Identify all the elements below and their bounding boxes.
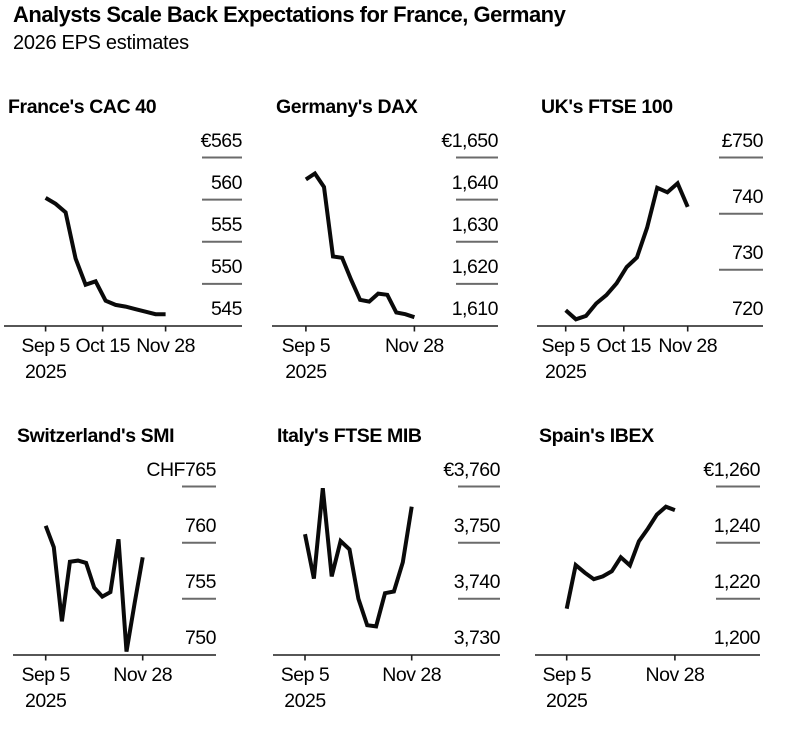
chart-title: Italy's FTSE MIB — [277, 425, 422, 447]
chart-cell-ftse100: UK's FTSE 100 £750 740 730 720 Sep 5 2025 Oct … — [537, 96, 764, 396]
x-axis-label: Nov 28 — [113, 664, 173, 686]
y-axis-label: 740 — [731, 185, 764, 208]
page-title: Analysts Scale Back Expectations for Fra… — [13, 2, 566, 27]
chart-cell-ftsemib: Italy's FTSE MIB €3,760 3,750 3,740 3,730 Se… — [273, 425, 501, 725]
page-subtitle: 2026 EPS estimates — [13, 32, 189, 54]
y-axis-label: 1,640 — [451, 171, 499, 194]
x-axis-label: Oct 15 — [596, 335, 652, 357]
y-axis-label: 1,630 — [451, 213, 499, 236]
y-axis-label: 555 — [210, 213, 243, 236]
y-axis-label: 1,220 — [713, 570, 761, 593]
y-axis-label: 560 — [210, 171, 243, 194]
x-axis-label: Sep 5 — [21, 664, 70, 686]
chart-plot — [4, 156, 242, 332]
x-axis-label: Nov 28 — [645, 664, 705, 686]
y-axis-label: 1,620 — [451, 255, 499, 278]
x-axis-year-label: 2025 — [544, 361, 587, 383]
chart-cell-ibex: Spain's IBEX €1,260 1,240 1,220 1,200 Sep 5 2… — [535, 425, 761, 725]
series-line — [43, 525, 145, 652]
y-axis-label: 1,200 — [713, 627, 761, 649]
chart-plot — [535, 485, 760, 661]
chart-title: Germany's DAX — [276, 96, 418, 118]
y-axis-label: €565 — [200, 129, 243, 152]
y-axis-label: CHF765 — [146, 458, 216, 481]
y-axis-label: 1,240 — [713, 514, 761, 537]
x-axis-label: Sep 5 — [541, 335, 590, 357]
y-axis-label: €1,260 — [703, 458, 760, 481]
x-axis-year-label: 2025 — [24, 690, 67, 712]
chart-plot — [272, 156, 498, 332]
x-axis-label: Nov 28 — [384, 335, 444, 357]
chart-plot — [537, 156, 763, 332]
chart-cell-dax: Germany's DAX €1,650 1,640 1,630 1,620 1,610… — [272, 96, 499, 396]
series-line — [564, 504, 676, 610]
y-axis-label: 1,610 — [451, 298, 499, 320]
x-axis-year-label: 2025 — [546, 690, 588, 712]
x-axis-label: Sep 5 — [21, 335, 70, 357]
y-axis-label: 760 — [184, 514, 217, 537]
y-axis-label: 3,750 — [453, 514, 501, 537]
chart-cell-smi: Switzerland's SMI CHF765 760 755 750 Sep 5 20… — [13, 425, 217, 725]
series-line — [303, 487, 414, 629]
y-axis-label: €3,760 — [443, 458, 500, 481]
y-axis-label: £750 — [721, 129, 764, 152]
x-axis-label: Sep 5 — [280, 664, 330, 686]
y-axis-label: €1,650 — [441, 129, 498, 152]
y-axis-label: 755 — [184, 570, 217, 593]
x-axis-label: Nov 28 — [382, 664, 442, 686]
x-axis-label: Sep 5 — [281, 335, 331, 357]
x-axis-label: Sep 5 — [542, 664, 591, 686]
chart-plot — [273, 485, 500, 661]
series-line — [44, 196, 166, 317]
y-axis-label: 550 — [210, 255, 243, 278]
chart-plot — [13, 485, 216, 661]
x-axis-label: Nov 28 — [136, 335, 195, 357]
y-axis-label: 750 — [184, 627, 217, 649]
chart-title: UK's FTSE 100 — [541, 96, 673, 118]
x-axis-year-label: 2025 — [284, 690, 326, 712]
series-line — [564, 179, 690, 322]
x-axis-label: Nov 28 — [658, 335, 718, 357]
chart-title: Spain's IBEX — [539, 425, 654, 447]
y-axis-label: 720 — [731, 298, 764, 320]
x-axis-year-label: 2025 — [285, 361, 327, 383]
x-axis-year-label: 2025 — [24, 361, 67, 383]
chart-title: France's CAC 40 — [8, 96, 157, 118]
y-axis-label: 3,730 — [453, 627, 501, 649]
y-axis-label: 3,740 — [453, 570, 501, 593]
series-line — [304, 170, 416, 320]
chart-title: Switzerland's SMI — [17, 425, 175, 447]
chart-cell-cac40: France's CAC 40 €565 560 555 550 545 Sep 5 202… — [4, 96, 243, 396]
y-axis-label: 545 — [210, 298, 243, 320]
x-axis-label: Oct 15 — [75, 335, 130, 357]
y-axis-label: 730 — [731, 241, 764, 264]
